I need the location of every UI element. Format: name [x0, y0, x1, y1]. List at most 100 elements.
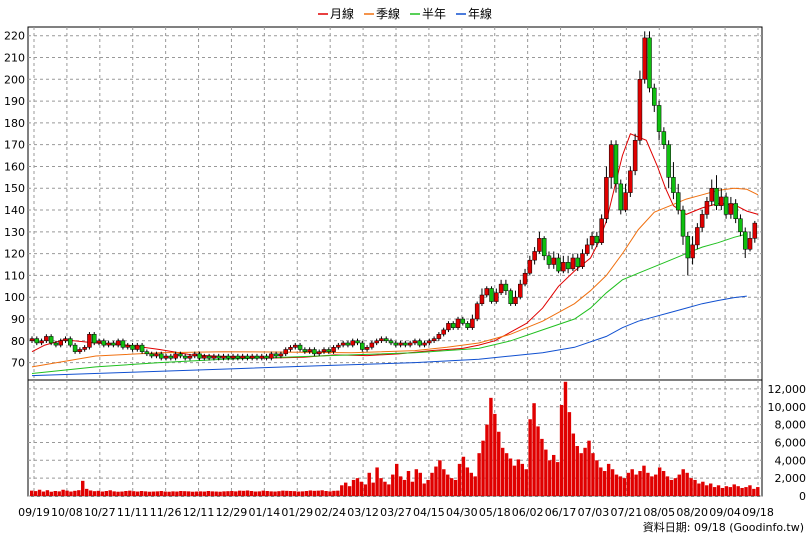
candle [733, 199, 738, 224]
candle [742, 227, 748, 258]
candle-body [364, 347, 370, 350]
candle [546, 251, 552, 269]
volume-bar [304, 491, 309, 496]
candle [417, 338, 422, 348]
candle [178, 351, 183, 359]
volume-bar [120, 491, 124, 496]
volume-bar [583, 447, 587, 496]
volume-bar [548, 460, 552, 496]
candle-body [431, 338, 437, 342]
volume-bar [712, 487, 717, 496]
candle [407, 340, 413, 348]
volume-bar [453, 479, 458, 496]
candle [470, 314, 475, 330]
volume-y-tick-label: 8,000 [775, 419, 807, 432]
x-tick-label: 07/03 [578, 506, 610, 519]
candle [647, 31, 652, 93]
candle-body [336, 344, 341, 348]
volume-bar [555, 462, 560, 496]
volume-bar [151, 491, 156, 496]
volume-bar [740, 487, 744, 496]
candle [297, 342, 303, 352]
x-tick-label: 06/17 [545, 506, 577, 519]
volume-bar [693, 479, 697, 496]
candle [532, 247, 537, 265]
candle-body [269, 353, 274, 359]
volume-bar [351, 479, 356, 496]
candle [278, 351, 284, 359]
candle [393, 340, 399, 348]
candle-body [532, 251, 537, 261]
x-tick-label: 04/15 [413, 506, 445, 519]
candle [565, 255, 571, 274]
candle-body [379, 338, 384, 342]
candle-body [695, 227, 700, 246]
candle-body [312, 349, 317, 355]
candle [537, 231, 542, 254]
price-panel: 70 80 90 100 110 120 130 140 150 160 170 180 190 200 2… [4, 26, 763, 381]
volume-bar [312, 490, 317, 496]
candle-body [91, 333, 97, 344]
volume-bar [57, 491, 61, 496]
candle-body [44, 336, 49, 342]
candle [723, 192, 729, 219]
candle [728, 196, 734, 219]
volume-bar [626, 472, 630, 496]
candle [604, 166, 609, 224]
volume-bar [497, 431, 501, 496]
x-tick-label: 09/18 [742, 506, 774, 519]
volume-bar [571, 433, 576, 496]
candle [450, 321, 456, 330]
volume-bar [387, 484, 391, 496]
candle-body [647, 37, 652, 89]
volume-bar [132, 491, 136, 496]
candle-body [441, 329, 446, 335]
x-tick-label: 10/27 [84, 506, 116, 519]
candle-body [249, 355, 255, 359]
candle-body [652, 87, 657, 106]
candle-body [675, 192, 681, 211]
candle [455, 316, 461, 330]
candle [72, 342, 78, 354]
candle [163, 353, 169, 361]
volume-bar [414, 469, 419, 496]
volume-bar [614, 474, 619, 496]
candle-body [398, 342, 403, 346]
price-y-tick-label: 150 [4, 182, 25, 195]
candle-body [240, 355, 245, 359]
volume-bar [371, 482, 375, 496]
volume-bar [563, 381, 568, 496]
candle [747, 231, 753, 252]
volume-bar [104, 491, 108, 496]
candle [350, 338, 355, 348]
volume-bar [336, 490, 340, 496]
x-tick-label: 11/26 [150, 506, 182, 519]
candle [206, 353, 212, 361]
candle [527, 255, 533, 276]
volume-y-ticks: 0 2,000 4,000 6,000 8,000 10,000 12,000 [768, 383, 807, 503]
volume-bar [347, 486, 352, 496]
candle [154, 351, 159, 359]
candle [704, 196, 710, 219]
volume-bar [194, 491, 199, 496]
x-tick-label: 12/11 [183, 506, 215, 519]
candle [594, 231, 600, 248]
candle-body [494, 292, 499, 302]
candle [561, 255, 566, 274]
candle-body [704, 201, 710, 215]
volume-bar [661, 471, 666, 496]
volume-bar [77, 490, 81, 496]
volume-bar [748, 485, 752, 496]
volume-bar [720, 487, 725, 496]
candle-body [450, 323, 456, 328]
volume-bar [92, 491, 97, 496]
price-y-tick-label: 120 [4, 248, 25, 261]
candle [738, 214, 743, 237]
legend: 月線 季線 半年 年線 [318, 6, 492, 21]
price-y-tick-label: 80 [11, 335, 25, 348]
candle [556, 253, 561, 274]
candle-body [125, 344, 130, 348]
price-y-tick-label: 180 [4, 117, 25, 130]
volume-bar [190, 491, 195, 496]
volume-bar [73, 490, 77, 496]
